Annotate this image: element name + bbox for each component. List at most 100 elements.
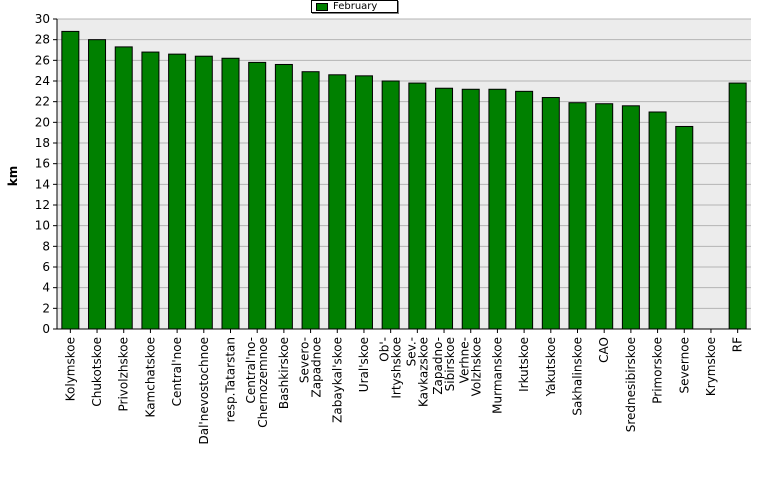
x-tick-label-group: Sev.-Kavkazskoe [404, 337, 430, 407]
x-tick-label: Irtyshskoe [390, 337, 404, 399]
x-tick-label: Verhne- [458, 337, 472, 383]
x-tick-label: Ob'- [378, 337, 392, 362]
bar [194, 55, 213, 330]
x-tick-label: Severnoe [677, 337, 691, 394]
y-tick-label: 10 [35, 219, 50, 233]
x-tick-label-group: Dal'nevostochnoe [197, 337, 211, 445]
legend: February [311, 0, 398, 13]
bar [381, 80, 400, 330]
legend-swatch [316, 2, 328, 11]
x-tick-label-group: Kamchatskoe [143, 337, 157, 417]
bar [168, 53, 187, 330]
bar [408, 82, 427, 330]
y-tick-label: 20 [35, 115, 50, 129]
bar [61, 30, 80, 330]
bar [354, 75, 373, 330]
x-tick-label-group: Yakutskoe [544, 337, 558, 397]
x-tick-label: Kolymskoe [63, 337, 77, 401]
x-tick-label-group: Zabaykal'skoe [330, 337, 344, 423]
plot-area [57, 19, 751, 329]
x-tick-label: Zapadnoe [310, 337, 324, 398]
x-tick-label: Volzhskoe [470, 337, 484, 396]
bar [621, 105, 640, 330]
y-axis-label: km [6, 165, 20, 187]
bar [141, 51, 160, 330]
y-tick-label: 0 [42, 322, 50, 336]
x-tick-label: Severo- [298, 337, 312, 383]
x-tick-label: Srednesibirskoe [624, 337, 638, 432]
legend-label: February [333, 1, 378, 12]
y-tick-label: 8 [42, 239, 50, 253]
y-tick-label: 2 [42, 301, 50, 315]
bar [675, 125, 694, 330]
x-tick-label-group: Chukotskoe [90, 337, 104, 407]
bar [328, 74, 347, 330]
x-tick-label-group: Central'noe [170, 337, 184, 406]
bar [435, 87, 454, 330]
y-tick-label: 6 [42, 260, 50, 274]
x-tick-label: Privolzhskoe [117, 337, 131, 411]
x-tick-label-group: Severo-Zapadnoe [298, 337, 324, 398]
x-tick-label-group: Severnoe [677, 337, 691, 394]
x-tick-label: Murmanskoe [490, 337, 504, 414]
x-tick-label: RF [731, 337, 745, 352]
x-tick-label-group: Srednesibirskoe [624, 337, 638, 432]
bar [221, 57, 240, 330]
bar [488, 88, 507, 330]
x-tick-label: Sev.- [404, 337, 418, 366]
x-tick-label: Krymskoe [704, 337, 718, 396]
y-tick-label: 28 [35, 33, 50, 47]
x-tick-label-group: Zapadno-Sibirskoe [431, 337, 457, 395]
x-tick-label: resp.Tatarstan [224, 337, 238, 422]
x-tick-label-group: Sakhalinskoe [571, 337, 585, 416]
x-tick-label: Sakhalinskoe [571, 337, 585, 416]
x-tick-label-group: Murmanskoe [490, 337, 504, 414]
bar [274, 63, 293, 330]
x-tick-label-group: Verhne-Volzhskoe [458, 337, 484, 396]
x-tick-label-group: Ob'-Irtyshskoe [378, 337, 404, 399]
x-tick-label: Central'no- [244, 337, 258, 404]
y-tick-label: 14 [35, 177, 50, 191]
bar [728, 82, 747, 330]
x-tick-label-group: Ural'skoe [357, 337, 371, 392]
x-tick-label: Sibirskoe [443, 337, 457, 391]
bar [301, 71, 320, 330]
x-tick-label-group: resp.Tatarstan [224, 337, 238, 422]
y-tick-label: 12 [35, 198, 50, 212]
y-tick-label: 22 [35, 95, 50, 109]
x-tick-label: Zabaykal'skoe [330, 337, 344, 423]
bar [248, 61, 267, 330]
x-tick-label-group: Central'no-Chernozemnoe [244, 337, 270, 428]
y-tick-label: 18 [35, 136, 50, 150]
x-tick-label: Dal'nevostochnoe [197, 337, 211, 445]
x-tick-label: Ural'skoe [357, 337, 371, 392]
x-tick-label-group: RF [731, 337, 745, 352]
y-tick-label: 4 [42, 281, 50, 295]
bar [461, 88, 480, 330]
x-tick-label: Primorskoe [651, 337, 665, 404]
bar [648, 111, 667, 330]
x-tick-label-group: Krymskoe [704, 337, 718, 396]
bar [568, 102, 587, 330]
x-tick-label: Zapadno- [431, 337, 445, 395]
x-tick-label-group: Irkutskoe [517, 337, 531, 392]
x-tick-label: Kavkazskoe [416, 337, 430, 407]
x-tick-label: Yakutskoe [544, 337, 558, 397]
x-tick-label-group: Kolymskoe [63, 337, 77, 401]
x-tick-label-group: Bashkirskoe [277, 337, 291, 409]
x-tick-label: Chernozemnoe [256, 337, 270, 428]
x-tick-label: Bashkirskoe [277, 337, 291, 409]
x-tick-label: CAO [597, 337, 611, 363]
x-tick-label: Kamchatskoe [143, 337, 157, 417]
bar [114, 46, 133, 330]
y-tick-label: 26 [35, 53, 50, 67]
bar [595, 103, 614, 330]
x-tick-label: Central'noe [170, 337, 184, 406]
x-tick-label-group: Privolzhskoe [117, 337, 131, 411]
y-tick-label: 16 [35, 157, 50, 171]
x-tick-label: Chukotskoe [90, 337, 104, 407]
bar [541, 97, 560, 330]
y-tick-label: 24 [35, 74, 50, 88]
